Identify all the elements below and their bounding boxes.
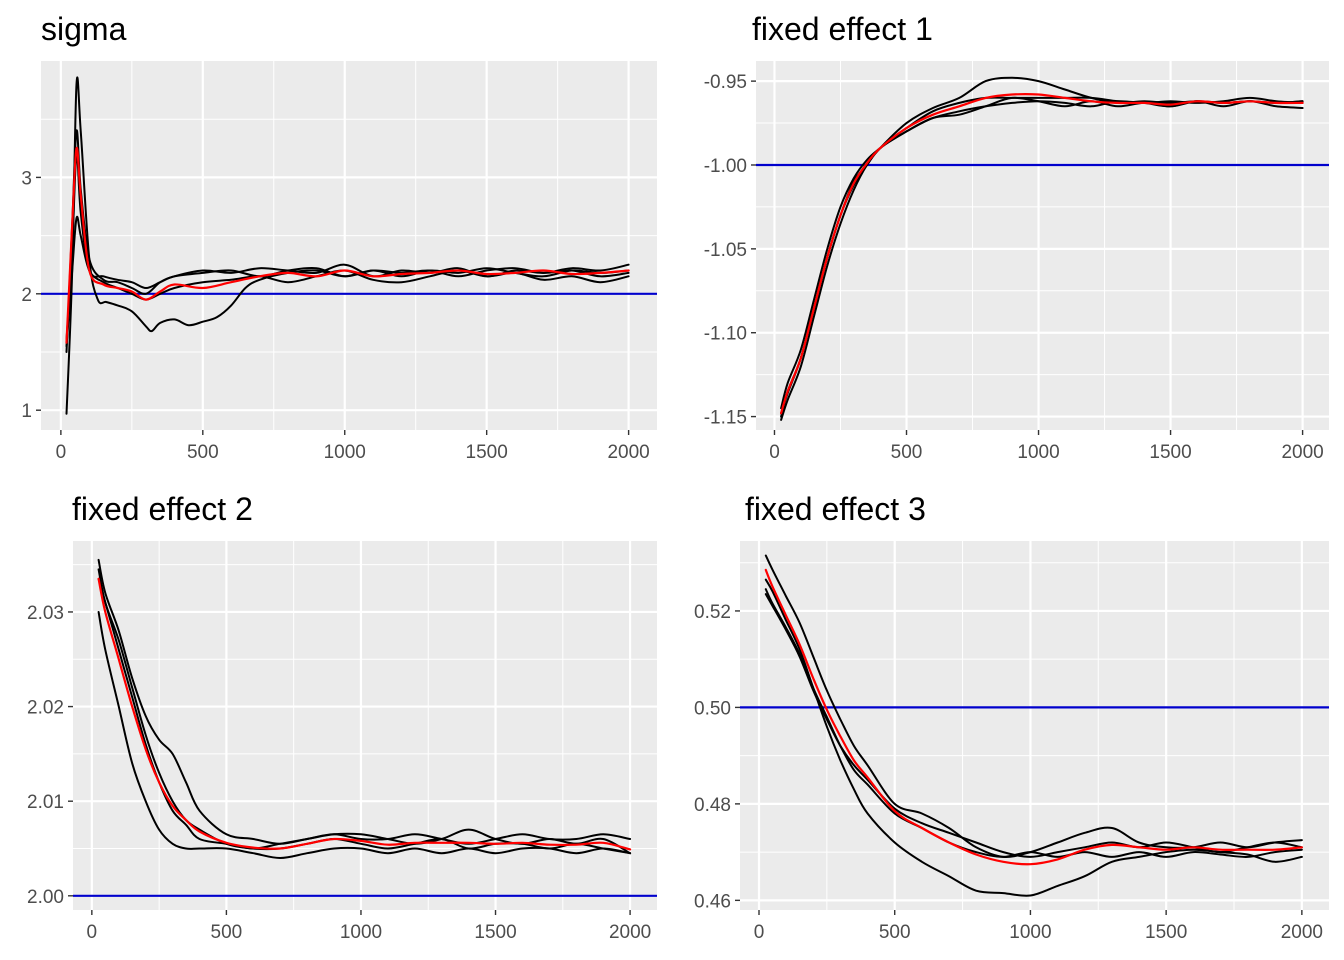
panel-title: sigma: [41, 11, 127, 47]
x-tick-label: 0: [87, 922, 98, 943]
panel-title: fixed effect 3: [745, 491, 926, 527]
series-group: [740, 554, 1329, 897]
series-line-chain: [97, 611, 632, 859]
panel-title: fixed effect 1: [752, 11, 933, 47]
y-tick-label: 0.50: [694, 698, 731, 719]
x-tick-label: 0: [56, 442, 67, 463]
x-tick-label: 1000: [1017, 442, 1059, 463]
x-tick-label: 2000: [609, 922, 651, 943]
y-tick-label: 2.02: [27, 698, 64, 719]
plot-background: [73, 541, 657, 910]
panel-fixed-effect-1: fixed effect 1 0 500 1000 1500 2000 -1.15 -1.1…: [704, 11, 1329, 463]
x-tick-label: 1500: [474, 922, 516, 943]
plot-background: [756, 61, 1329, 430]
x-tick-label: 500: [891, 442, 923, 463]
y-tick-label: -1.10: [704, 324, 747, 345]
x-tick-label: 500: [211, 922, 243, 943]
y-tick-label: 1: [21, 401, 32, 422]
x-tick-label: 1500: [466, 442, 508, 463]
panel-title: fixed effect 2: [72, 491, 253, 527]
y-tick-label: 2.03: [27, 603, 64, 624]
x-tick-label: 1000: [1009, 922, 1051, 943]
series-line-mean: [780, 93, 1304, 415]
x-tick-label: 1500: [1149, 442, 1191, 463]
plot-background: [740, 541, 1329, 910]
y-tick-label: 2.01: [27, 792, 64, 813]
y-tick-label: 0.48: [694, 795, 731, 816]
panel-sigma: sigma 0 500 1000 1500 2000 1 2 3: [21, 11, 657, 463]
x-tick-label: 0: [754, 922, 765, 943]
series-group: [756, 76, 1329, 421]
y-tick-label: 0.46: [694, 891, 731, 912]
y-tick-label: -1.15: [704, 408, 747, 429]
x-tick-label: 1000: [340, 922, 382, 943]
y-tick-label: 3: [21, 168, 32, 189]
series-line-mean: [97, 577, 632, 851]
y-tick-label: -1.05: [704, 240, 747, 261]
x-tick-label: 2000: [607, 442, 649, 463]
series-group: [73, 558, 657, 897]
x-tick-label: 2000: [1281, 922, 1323, 943]
x-tick-label: 1500: [1145, 922, 1187, 943]
x-tick-label: 500: [187, 442, 219, 463]
series-line-mean: [764, 568, 1303, 866]
x-tick-label: 0: [769, 442, 780, 463]
x-tick-label: 1000: [324, 442, 366, 463]
plot-background: [41, 61, 657, 430]
y-tick-label: 0.52: [694, 602, 731, 623]
y-tick-label: 2: [21, 285, 32, 306]
panel-fixed-effect-3: fixed effect 3 0 500 1000 1500 2000 0.46 0.48 0…: [694, 491, 1329, 943]
y-tick-label: 2.00: [27, 887, 64, 908]
series-group: [41, 76, 657, 415]
x-tick-label: 500: [879, 922, 911, 943]
panel-fixed-effect-2: fixed effect 2 0 500 1000 1500 2000 2.00 2.01 2…: [27, 491, 657, 943]
y-tick-label: -0.95: [704, 72, 747, 93]
y-tick-label: -1.00: [704, 156, 747, 177]
x-tick-label: 2000: [1281, 442, 1323, 463]
series-line-mean: [65, 146, 630, 344]
